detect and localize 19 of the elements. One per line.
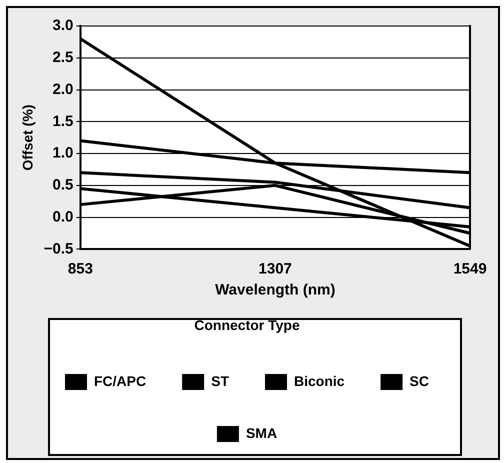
y-tick-label: 0.0 [52,208,74,226]
x-axis-title: Wavelength (nm) [215,281,336,298]
x-tick-label: 853 [68,260,93,278]
y-tick-label: 1.5 [52,112,74,130]
legend-label: SC [410,372,430,389]
legend-title: Connector Type [194,317,300,334]
y-tick-label: 3.0 [52,17,74,34]
legend-label: ST [211,372,230,389]
y-tick-label: 0.5 [52,176,74,194]
y-tick-label: −0.5 [44,240,74,258]
y-tick-label: 2.0 [52,80,74,98]
legend-label: FC/APC [94,372,146,389]
y-tick-label: 1.0 [52,144,74,162]
legend-label: Biconic [294,372,345,389]
y-tick-label: 2.5 [52,49,74,66]
y-axis-title: Offset (%) [19,104,36,171]
legend-label: SMA [246,424,278,441]
x-tick-label: 1549 [453,260,487,278]
x-tick-label: 1307 [258,260,292,278]
